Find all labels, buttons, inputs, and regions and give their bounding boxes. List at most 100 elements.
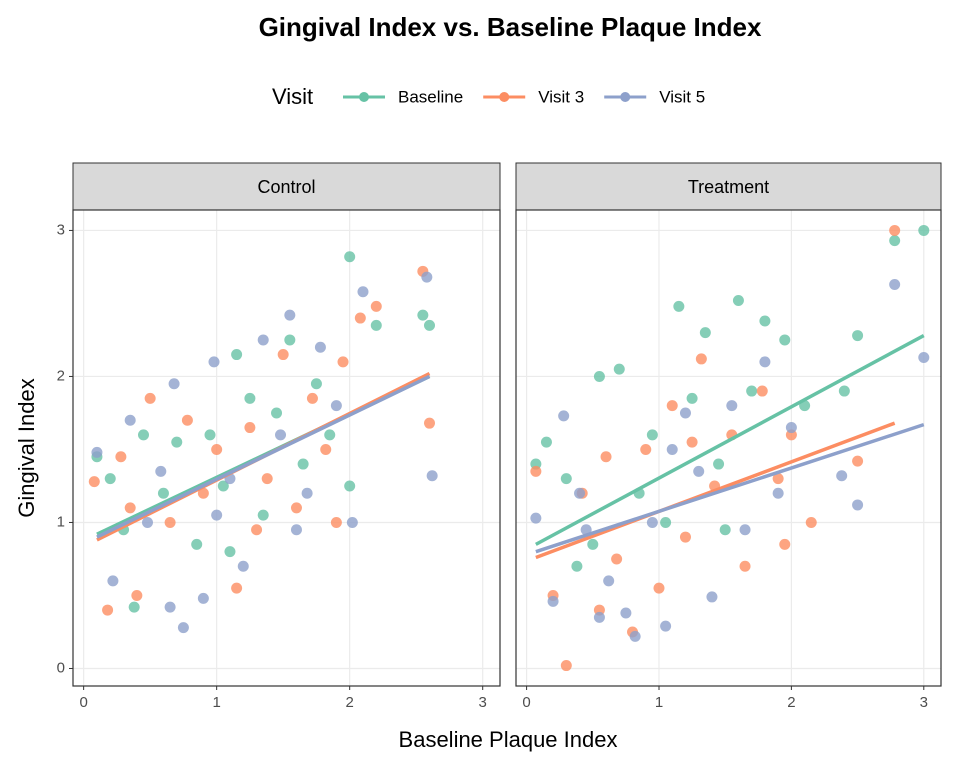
point [772, 473, 784, 485]
point [852, 455, 864, 467]
chart-title: Gingival Index vs. Baseline Plaque Index [259, 12, 762, 42]
legend-marker [359, 92, 369, 102]
x-tick-label: 1 [212, 694, 220, 711]
point [168, 378, 180, 390]
point [600, 451, 612, 463]
point [297, 458, 309, 470]
point [772, 487, 784, 499]
point [739, 560, 751, 572]
point [593, 370, 605, 382]
point [244, 392, 256, 404]
point [426, 470, 438, 482]
point [779, 538, 791, 550]
point [660, 516, 672, 528]
point [918, 224, 930, 236]
point [613, 363, 625, 375]
legend-label: Visit 3 [538, 87, 584, 106]
point [275, 429, 287, 441]
point [284, 309, 296, 321]
point [530, 465, 542, 477]
point [144, 392, 156, 404]
point [713, 458, 725, 470]
point [337, 356, 349, 368]
point [646, 429, 658, 441]
point [164, 516, 176, 528]
point [805, 516, 817, 528]
legend-label: Visit 5 [659, 87, 705, 106]
point [918, 351, 930, 363]
point [370, 319, 382, 331]
point [204, 429, 216, 441]
point [889, 235, 901, 247]
strip-label: Control [257, 177, 315, 197]
point [138, 429, 150, 441]
point [646, 516, 658, 528]
point [251, 524, 263, 536]
point [699, 327, 711, 339]
point [421, 271, 433, 283]
y-axis-title: Gingival Index [14, 378, 39, 517]
point [314, 341, 326, 353]
point [141, 516, 153, 528]
point [679, 531, 691, 543]
point [679, 407, 691, 419]
point [237, 560, 249, 572]
panel-border [72, 209, 501, 687]
point [726, 400, 738, 412]
point [277, 349, 289, 361]
point [732, 295, 744, 307]
x-tick-label: 0 [79, 694, 87, 711]
point [666, 400, 678, 412]
panel-border [515, 209, 942, 687]
point [852, 330, 864, 342]
point [290, 524, 302, 536]
legend-marker [620, 92, 631, 102]
point [719, 524, 731, 536]
point [547, 595, 559, 607]
legend-marker [499, 92, 510, 102]
y-tick-label: 3 [57, 221, 65, 238]
point [423, 417, 435, 429]
point [124, 502, 136, 514]
point [593, 611, 605, 623]
point [836, 470, 848, 482]
point [301, 487, 313, 499]
point [231, 582, 243, 594]
point [284, 334, 296, 346]
point [128, 601, 140, 613]
fit-line [535, 422, 925, 554]
point [306, 392, 318, 404]
point [88, 476, 100, 488]
point [759, 356, 771, 368]
point [693, 465, 705, 477]
point [271, 407, 283, 419]
point [357, 286, 369, 298]
point [629, 630, 641, 642]
point [560, 660, 572, 672]
point [164, 601, 176, 613]
point [660, 620, 672, 632]
point [330, 516, 342, 528]
point [852, 499, 864, 511]
y-tick-label: 2 [57, 367, 65, 384]
point [739, 524, 751, 536]
point [889, 224, 901, 236]
point [889, 278, 901, 290]
point [344, 251, 356, 263]
point [558, 410, 570, 422]
point [354, 312, 366, 324]
point [231, 349, 243, 361]
legend-label: Baseline [398, 87, 463, 106]
x-tick-label: 0 [522, 694, 530, 711]
point [330, 400, 342, 412]
point [756, 385, 768, 397]
point [91, 446, 103, 458]
point [197, 487, 209, 499]
point [686, 392, 698, 404]
point [124, 414, 136, 426]
point [344, 480, 356, 492]
x-tick-label: 2 [346, 694, 354, 711]
point [560, 473, 572, 485]
point [104, 473, 116, 485]
